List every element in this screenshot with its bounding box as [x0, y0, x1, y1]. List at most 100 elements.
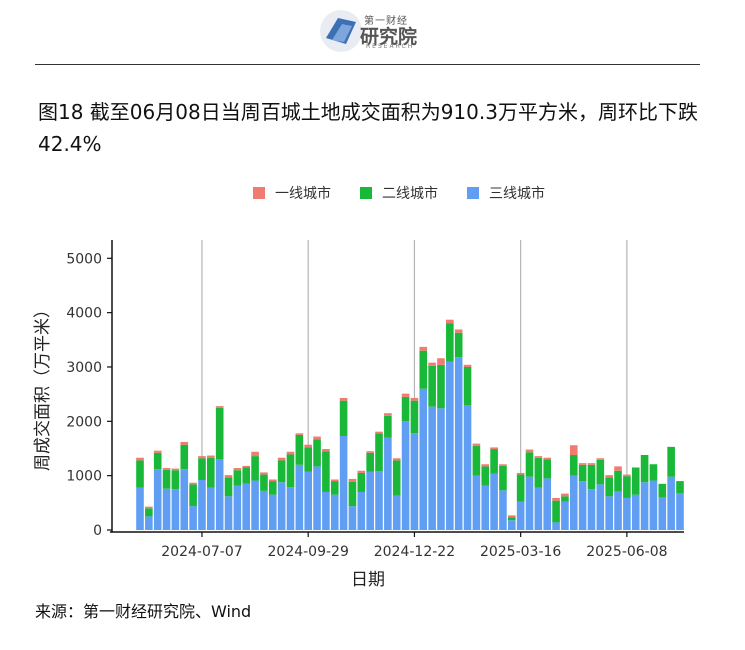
bar-segment-tier3	[569, 475, 578, 530]
bar-segment-tier1	[596, 458, 605, 460]
bar-segment-tier3	[428, 406, 436, 530]
bar-segment-tier3	[242, 483, 251, 530]
logo-text-line3: RESEARCH	[366, 43, 415, 50]
y-tick-label: 5000	[66, 251, 102, 267]
bar-segment-tier2	[578, 464, 587, 482]
bar-segment-tier2	[410, 400, 419, 434]
bar-segment-tier2	[534, 457, 543, 488]
bar-segment-tier3	[596, 484, 605, 530]
bar-segment-tier1	[605, 475, 613, 478]
bar-segment-tier2	[446, 323, 454, 362]
bar-segment-tier2	[454, 332, 463, 358]
bar-segment-tier2	[198, 458, 206, 481]
bar-segment-tier1	[623, 474, 631, 477]
bar-segment-tier3	[499, 490, 507, 530]
bar-segment-tier1	[614, 466, 622, 471]
bar-segment-tier3	[631, 494, 640, 530]
bar-segment-tier2	[508, 517, 516, 521]
bar-segment-tier3	[136, 487, 144, 530]
bar-segment-tier1	[437, 358, 445, 365]
x-tick-label: 2024-09-29	[268, 544, 349, 560]
bar-segment-tier1	[277, 457, 286, 461]
bar-segment-tier2	[180, 444, 189, 470]
bar-segment-tier3	[516, 501, 525, 530]
legend-swatch	[360, 187, 372, 199]
y-tick-label: 3000	[66, 360, 102, 376]
bar-segment-tier3	[277, 482, 286, 530]
bar-segment-tier1	[428, 362, 436, 366]
bar-segment-tier3	[268, 494, 277, 530]
bar-segment-tier3	[224, 496, 233, 530]
bar-segment-tier3	[525, 476, 534, 530]
x-tick-label: 2025-06-08	[586, 544, 667, 560]
bar-segment-tier1	[224, 475, 233, 478]
bar-segment-tier1	[215, 406, 224, 408]
bar-segment-tier3	[295, 464, 304, 530]
bar-segment-tier1	[569, 445, 578, 456]
bar-segment-tier3	[649, 480, 658, 530]
bar-segment-tier2	[242, 467, 251, 484]
bar-segment-tier2	[587, 464, 596, 490]
legend-label: 一线城市	[275, 185, 331, 202]
bar-segment-tier2	[649, 464, 658, 481]
bar-segment-tier2	[640, 455, 649, 483]
bar-segment-tier2	[295, 434, 304, 465]
x-tick-label: 2024-12-22	[374, 544, 455, 560]
bar-segment-tier1	[330, 479, 339, 482]
bar-segment-tier2	[463, 366, 472, 406]
bar-segment-tier1	[286, 451, 295, 455]
bar-segment-tier1	[578, 463, 587, 465]
bar-segment-tier2	[260, 474, 268, 491]
bar-segment-tier2	[481, 466, 490, 486]
bar-segment-tier2	[277, 460, 286, 483]
bar-segment-tier1	[366, 451, 374, 453]
bar-segment-tier3	[162, 488, 171, 530]
bar-segment-tier1	[313, 436, 321, 440]
bar-segment-tier2	[667, 446, 675, 477]
bar-segment-tier3	[561, 501, 569, 530]
legend-label: 二线城市	[382, 185, 438, 202]
bar-segment-tier2	[233, 470, 242, 486]
legend-swatch	[253, 187, 265, 199]
bar-segment-tier1	[375, 431, 383, 434]
bar-segment-tier2	[392, 460, 401, 496]
bar-segment-tier1	[392, 458, 401, 461]
bar-segment-tier3	[658, 497, 667, 530]
bar-segment-tier3	[454, 357, 463, 530]
logo	[318, 8, 428, 54]
bar-segment-tier1	[322, 449, 330, 452]
bar-segment-tier2	[516, 474, 525, 502]
bar-segment-tier1	[153, 450, 162, 453]
bar-segment-tier3	[251, 480, 259, 530]
y-tick-label: 1000	[66, 469, 102, 485]
bar-segment-tier3	[437, 408, 445, 530]
bar-segment-tier1	[543, 457, 552, 460]
x-tick-label: 2025-03-16	[480, 544, 561, 560]
bar-segment-tier1	[304, 444, 312, 448]
bar-segment-tier3	[676, 493, 684, 530]
logo-text-line1: 第一财经	[364, 16, 408, 27]
bar-segment-tier3	[490, 473, 498, 530]
bar-segment-tier2	[419, 350, 428, 389]
bar-segment-tier3	[508, 520, 516, 530]
bar-segment-tier2	[313, 439, 321, 467]
bar-segment-tier3	[401, 421, 410, 530]
bar-segment-tier2	[623, 476, 631, 498]
bar-segment-tier2	[569, 455, 578, 476]
bar-segment-tier3	[552, 522, 560, 530]
bar-segment-tier1	[499, 464, 507, 466]
bar-segment-tier3	[623, 497, 631, 530]
bar-segment-tier3	[384, 437, 392, 530]
bar-segment-tier3	[145, 516, 153, 530]
bar-segment-tier3	[304, 471, 312, 530]
bar-segment-tier1	[508, 515, 516, 518]
bar-segment-tier3	[410, 433, 419, 530]
bar-segment-tier2	[676, 481, 684, 494]
bar-segment-tier1	[472, 443, 481, 446]
bar-segment-tier3	[339, 435, 348, 530]
bar-segment-tier1	[233, 468, 242, 471]
bar-segment-tier1	[180, 441, 189, 445]
bar-segment-tier3	[215, 459, 224, 530]
bar-segment-tier1	[561, 493, 569, 497]
bar-segment-tier1	[481, 464, 490, 467]
